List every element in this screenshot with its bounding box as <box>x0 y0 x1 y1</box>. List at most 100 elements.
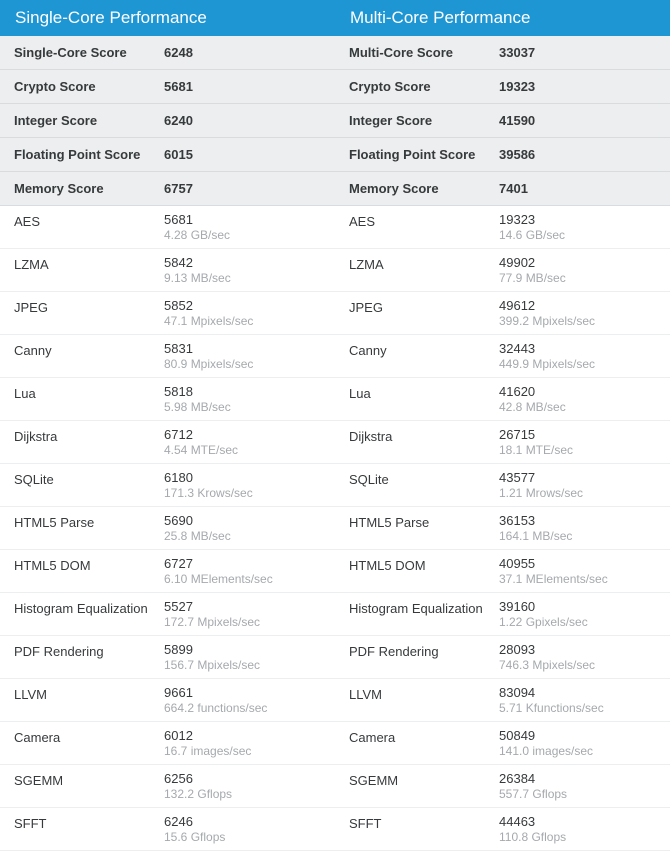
multi-core-column: Multi-Core Performance Multi-Core Score33… <box>335 0 670 851</box>
benchmark-value-block: 6180171.3 Krows/sec <box>164 470 321 500</box>
benchmark-value-block: 4095537.1 MElements/sec <box>499 556 656 586</box>
benchmark-row: JPEG585247.1 Mpixels/sec <box>0 292 335 335</box>
benchmark-subvalue: 399.2 Mpixels/sec <box>499 314 656 328</box>
benchmark-score: 5899 <box>164 642 321 657</box>
summary-label: Multi-Core Score <box>349 45 499 60</box>
benchmark-row: HTML5 Parse569025.8 MB/sec <box>0 507 335 550</box>
benchmark-row: Canny583180.9 Mpixels/sec <box>0 335 335 378</box>
benchmark-row: Histogram Equalization391601.22 Gpixels/… <box>335 593 670 636</box>
benchmark-value-block: 67276.10 MElements/sec <box>164 556 321 586</box>
benchmark-row: SQLite6180171.3 Krows/sec <box>0 464 335 507</box>
benchmark-subvalue: 164.1 MB/sec <box>499 529 656 543</box>
benchmark-score: 83094 <box>499 685 656 700</box>
summary-row: Single-Core Score6248 <box>0 36 335 70</box>
summary-row: Floating Point Score39586 <box>335 138 670 172</box>
summary-label: Integer Score <box>14 113 164 128</box>
summary-value: 7401 <box>499 181 656 196</box>
column-header: Multi-Core Performance <box>335 0 670 36</box>
benchmark-subvalue: 25.8 MB/sec <box>164 529 321 543</box>
benchmark-score: 26715 <box>499 427 656 442</box>
benchmark-label: Histogram Equalization <box>349 599 499 629</box>
benchmark-label: SQLite <box>349 470 499 500</box>
benchmark-comparison: Single-Core PerformanceSingle-Core Score… <box>0 0 670 851</box>
benchmark-score: 9661 <box>164 685 321 700</box>
benchmark-label: PDF Rendering <box>14 642 164 672</box>
benchmark-score: 28093 <box>499 642 656 657</box>
benchmark-row: PDF Rendering28093746.3 Mpixels/sec <box>335 636 670 679</box>
benchmark-label: Dijkstra <box>349 427 499 457</box>
benchmark-subvalue: 37.1 MElements/sec <box>499 572 656 586</box>
summary-row: Memory Score7401 <box>335 172 670 206</box>
summary-value: 6240 <box>164 113 321 128</box>
benchmark-value-block: 5899156.7 Mpixels/sec <box>164 642 321 672</box>
benchmark-label: JPEG <box>349 298 499 328</box>
benchmark-label: Canny <box>349 341 499 371</box>
benchmark-row: Camera601216.7 images/sec <box>0 722 335 765</box>
summary-value: 6757 <box>164 181 321 196</box>
benchmark-score: 6246 <box>164 814 321 829</box>
benchmark-subvalue: 141.0 images/sec <box>499 744 656 758</box>
benchmark-score: 39160 <box>499 599 656 614</box>
benchmark-value-block: 49612399.2 Mpixels/sec <box>499 298 656 328</box>
benchmark-score: 50849 <box>499 728 656 743</box>
benchmark-row: Canny32443449.9 Mpixels/sec <box>335 335 670 378</box>
benchmark-score: 32443 <box>499 341 656 356</box>
benchmark-subvalue: 4.28 GB/sec <box>164 228 321 242</box>
benchmark-subvalue: 6.10 MElements/sec <box>164 572 321 586</box>
benchmark-row: SFFT44463110.8 Gflops <box>335 808 670 851</box>
summary-label: Floating Point Score <box>349 147 499 162</box>
summary-label: Floating Point Score <box>14 147 164 162</box>
single-core-column: Single-Core PerformanceSingle-Core Score… <box>0 0 335 851</box>
summary-value: 39586 <box>499 147 656 162</box>
benchmark-value-block: 585247.1 Mpixels/sec <box>164 298 321 328</box>
benchmark-row: HTML5 DOM4095537.1 MElements/sec <box>335 550 670 593</box>
benchmark-label: PDF Rendering <box>349 642 499 672</box>
benchmark-score: 6712 <box>164 427 321 442</box>
benchmark-row: Dijkstra2671518.1 MTE/sec <box>335 421 670 464</box>
benchmark-subvalue: 557.7 Gflops <box>499 787 656 801</box>
benchmark-score: 5527 <box>164 599 321 614</box>
benchmark-row: Histogram Equalization5527172.7 Mpixels/… <box>0 593 335 636</box>
benchmark-score: 41620 <box>499 384 656 399</box>
summary-label: Integer Score <box>349 113 499 128</box>
summary-value: 33037 <box>499 45 656 60</box>
benchmark-value-block: 624615.6 Gflops <box>164 814 321 844</box>
benchmark-label: Histogram Equalization <box>14 599 164 629</box>
benchmark-subvalue: 172.7 Mpixels/sec <box>164 615 321 629</box>
benchmark-value-block: 6256132.2 Gflops <box>164 771 321 801</box>
benchmark-value-block: 67124.54 MTE/sec <box>164 427 321 457</box>
benchmark-score: 44463 <box>499 814 656 829</box>
benchmark-subvalue: 110.8 Gflops <box>499 830 656 844</box>
benchmark-value-block: 56814.28 GB/sec <box>164 212 321 242</box>
benchmark-row: LZMA58429.13 MB/sec <box>0 249 335 292</box>
benchmark-value-block: 601216.7 images/sec <box>164 728 321 758</box>
benchmark-value-block: 44463110.8 Gflops <box>499 814 656 844</box>
summary-value: 6248 <box>164 45 321 60</box>
benchmark-label: HTML5 DOM <box>349 556 499 586</box>
benchmark-subvalue: 18.1 MTE/sec <box>499 443 656 457</box>
benchmark-value-block: 5527172.7 Mpixels/sec <box>164 599 321 629</box>
benchmark-row: HTML5 DOM67276.10 MElements/sec <box>0 550 335 593</box>
benchmark-score: 6180 <box>164 470 321 485</box>
benchmark-label: HTML5 DOM <box>14 556 164 586</box>
benchmark-subvalue: 132.2 Gflops <box>164 787 321 801</box>
benchmark-label: AES <box>349 212 499 242</box>
benchmark-row: Dijkstra67124.54 MTE/sec <box>0 421 335 464</box>
benchmark-score: 26384 <box>499 771 656 786</box>
benchmark-value-block: 569025.8 MB/sec <box>164 513 321 543</box>
benchmark-subvalue: 171.3 Krows/sec <box>164 486 321 500</box>
benchmark-subvalue: 156.7 Mpixels/sec <box>164 658 321 672</box>
benchmark-subvalue: 664.2 functions/sec <box>164 701 321 715</box>
benchmark-subvalue: 4.54 MTE/sec <box>164 443 321 457</box>
benchmark-score: 5831 <box>164 341 321 356</box>
benchmark-score: 5842 <box>164 255 321 270</box>
benchmark-label: LZMA <box>349 255 499 285</box>
benchmark-value-block: 435771.21 Mrows/sec <box>499 470 656 500</box>
benchmark-subvalue: 746.3 Mpixels/sec <box>499 658 656 672</box>
benchmark-row: AES56814.28 GB/sec <box>0 206 335 249</box>
benchmark-value-block: 391601.22 Gpixels/sec <box>499 599 656 629</box>
benchmark-label: AES <box>14 212 164 242</box>
benchmark-subvalue: 1.21 Mrows/sec <box>499 486 656 500</box>
summary-label: Memory Score <box>14 181 164 196</box>
benchmark-label: Lua <box>14 384 164 414</box>
